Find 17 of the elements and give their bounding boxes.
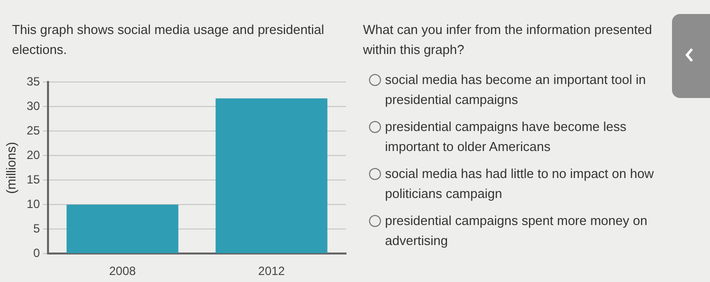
text: presidential campaigns spent more money on advertising [385, 213, 648, 248]
text: presidential campaigns have become less important to older Americans [385, 119, 626, 154]
text: social media has had little to no impact on how politicians campaign [385, 166, 654, 201]
y-axis-title: (millions) [3, 142, 18, 194]
y-tick-label: 15 [26, 172, 40, 186]
text: social media has become an important tool in presidential campaigns [385, 72, 646, 107]
chart-title: This graph shows social media usage and presidential elections. [12, 21, 326, 59]
y-tick-label: 20 [26, 148, 40, 162]
x-tick-label: 2012 [258, 264, 286, 278]
y-tick-label: 5 [33, 221, 40, 236]
text: What can you infer from the information presented within this graph? [363, 21, 654, 59]
y-tick-label: 30 [26, 99, 40, 113]
x-tick-label: 2008 [109, 264, 136, 278]
y-tick-label: 10 [26, 196, 40, 211]
y-tick-label: 35 [26, 74, 40, 89]
y-tick-label: 25 [26, 123, 40, 138]
y-tick-label: 0 [33, 246, 40, 260]
